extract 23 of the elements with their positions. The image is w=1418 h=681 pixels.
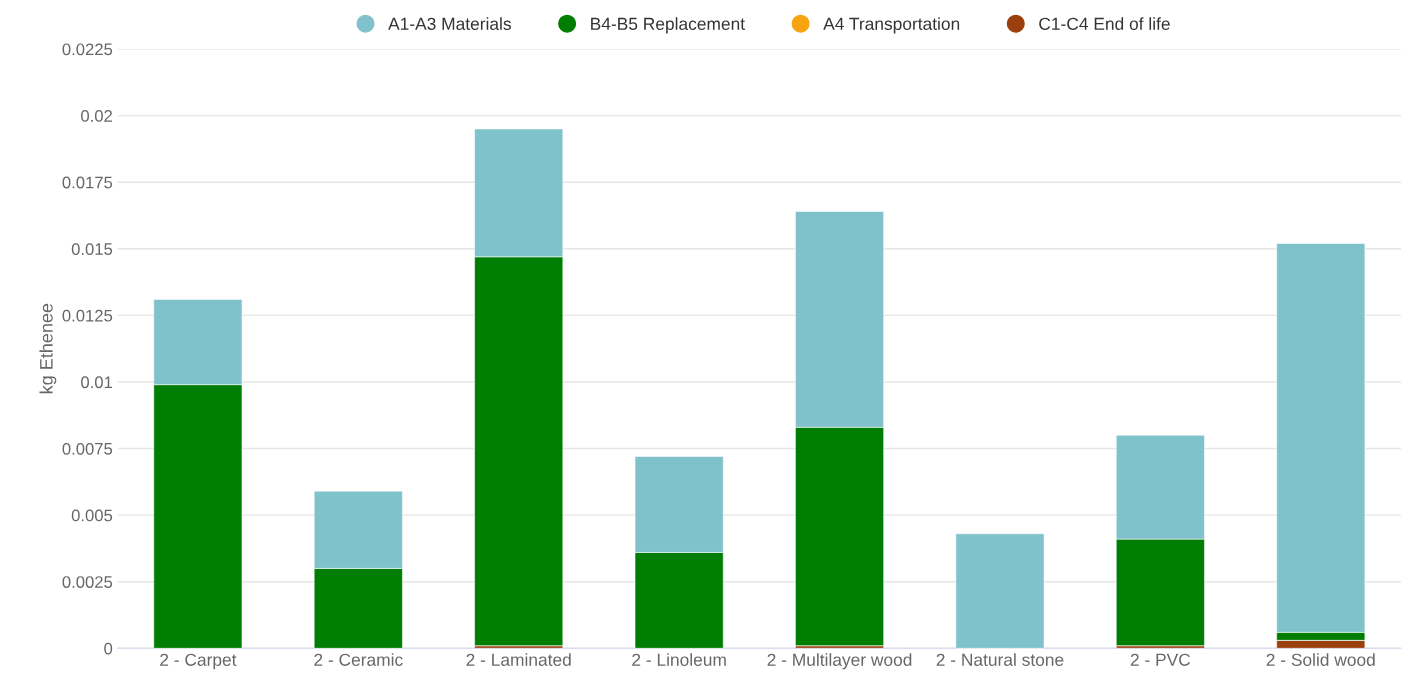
x-tick-label: 2 - Laminated xyxy=(466,653,571,666)
x-tick-label: 2 - PVC xyxy=(1130,653,1191,666)
y-tick-label: 0.0175 xyxy=(62,176,113,189)
x-tick-label: 2 - Ceramic xyxy=(314,653,403,666)
legend-label: A1-A3 Materials xyxy=(388,17,511,30)
legend-label: B4-B5 Replacement xyxy=(591,17,745,34)
y-tick-label: 0.005 xyxy=(71,509,113,522)
x-tick-label: 2 - Carpet xyxy=(160,653,237,670)
y-tick-label: 0 xyxy=(104,642,113,655)
y-axis-title: kg Ethenee xyxy=(39,303,57,394)
y-tick-label: 0.015 xyxy=(71,243,113,255)
y-tick-label: 0.0125 xyxy=(62,309,113,322)
x-tick-label: 2 - Multilayer wood xyxy=(767,653,912,670)
y-tick-label: 0.02 xyxy=(81,110,112,122)
x-tick-label: 2 - Linoleum xyxy=(632,653,726,666)
y-tick-label: 0.0075 xyxy=(62,442,113,455)
x-tick-label: 2 - Natural stone xyxy=(936,653,1064,666)
legend-label: C1-C4 End of life xyxy=(1039,17,1170,30)
x-tick-label: 2 - Solid wood xyxy=(1266,653,1375,666)
legend-label: A4 Transportation xyxy=(823,17,960,34)
y-tick-label: 0.0025 xyxy=(62,576,113,588)
y-tick-label: 0.01 xyxy=(81,376,113,389)
y-tick-label: 0.0225 xyxy=(62,43,113,56)
